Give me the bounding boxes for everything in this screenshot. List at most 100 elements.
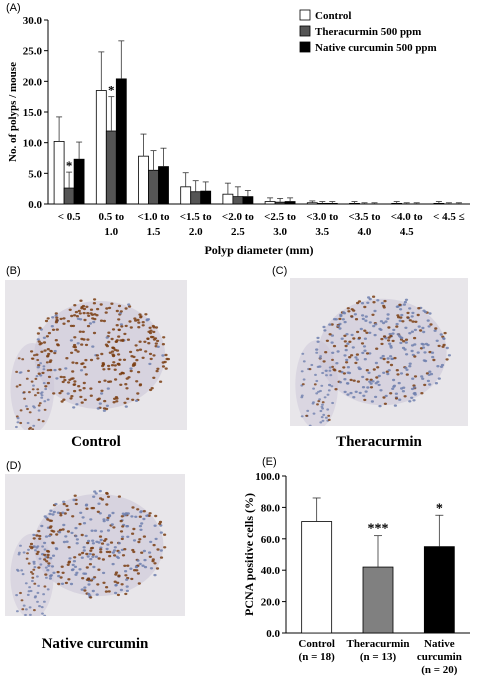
cell-nucleus xyxy=(65,504,69,508)
cell-nucleus xyxy=(31,576,35,579)
cell-nucleus xyxy=(55,377,59,380)
cell-nucleus xyxy=(29,589,33,593)
cell-nucleus xyxy=(90,529,94,532)
cell-nucleus xyxy=(48,534,52,538)
cell-nucleus xyxy=(138,524,142,528)
cell-nucleus xyxy=(363,337,367,340)
cell-nucleus xyxy=(365,352,370,355)
cell-nucleus xyxy=(363,398,367,402)
cell-nucleus xyxy=(39,563,43,566)
cell-nucleus xyxy=(46,398,50,401)
cell-nucleus xyxy=(410,396,414,399)
cell-nucleus xyxy=(113,546,117,549)
cell-nucleus xyxy=(319,389,322,393)
cell-nucleus xyxy=(398,319,402,322)
cell-nucleus xyxy=(40,391,44,394)
cell-nucleus xyxy=(389,334,393,338)
cell-nucleus xyxy=(399,372,404,375)
cell-nucleus xyxy=(36,600,39,603)
cell-nucleus xyxy=(64,581,68,585)
cell-nucleus xyxy=(328,333,332,336)
cell-nucleus xyxy=(331,365,334,368)
cell-nucleus xyxy=(80,533,84,537)
cell-nucleus xyxy=(325,416,328,419)
cell-nucleus xyxy=(142,517,146,521)
cell-nucleus xyxy=(435,339,439,342)
cell-nucleus xyxy=(87,539,91,543)
cell-nucleus xyxy=(125,525,129,528)
cell-nucleus xyxy=(439,365,444,368)
cell-nucleus xyxy=(136,508,140,511)
cell-nucleus xyxy=(161,343,165,346)
cell-nucleus xyxy=(106,529,111,532)
cell-nucleus xyxy=(54,314,58,317)
cell-nucleus xyxy=(48,512,52,516)
x-tick-label: 3.5 xyxy=(315,226,329,238)
cell-nucleus xyxy=(38,402,42,405)
cell-nucleus xyxy=(47,564,51,567)
cell-nucleus xyxy=(24,613,27,616)
cell-nucleus xyxy=(37,529,41,533)
cell-nucleus xyxy=(26,407,29,411)
cell-nucleus xyxy=(72,345,76,348)
cell-nucleus xyxy=(131,532,135,535)
cell-nucleus xyxy=(316,336,320,340)
significance-marker: * xyxy=(108,83,115,98)
cell-nucleus xyxy=(68,308,72,311)
cell-nucleus xyxy=(132,539,137,542)
cell-nucleus xyxy=(56,343,60,346)
cell-nucleus xyxy=(115,400,119,403)
cell-nucleus xyxy=(58,531,62,534)
cell-nucleus xyxy=(97,568,101,571)
legend-swatch xyxy=(299,41,311,53)
cell-nucleus xyxy=(36,366,40,369)
cell-nucleus xyxy=(71,361,75,364)
cell-nucleus xyxy=(45,335,50,338)
cell-nucleus xyxy=(101,364,105,368)
cell-nucleus xyxy=(327,414,331,417)
cell-nucleus xyxy=(408,362,412,365)
cell-nucleus xyxy=(343,390,347,394)
cell-nucleus xyxy=(319,409,323,413)
cell-nucleus xyxy=(134,565,138,569)
cell-nucleus xyxy=(331,401,334,405)
cell-nucleus xyxy=(112,401,116,404)
cell-nucleus xyxy=(75,571,79,574)
control-micrograph xyxy=(5,280,187,430)
cell-nucleus xyxy=(87,592,91,596)
cell-nucleus xyxy=(408,319,412,322)
cell-nucleus xyxy=(116,362,120,366)
tissue-region xyxy=(33,493,164,597)
cell-nucleus xyxy=(21,573,25,576)
cell-nucleus xyxy=(428,383,432,386)
cell-nucleus xyxy=(18,383,22,387)
cell-nucleus xyxy=(313,383,317,386)
cell-nucleus xyxy=(48,360,52,364)
cell-nucleus xyxy=(114,573,118,576)
bar xyxy=(73,158,85,205)
y-tick-label: 20.0 xyxy=(261,597,281,609)
cell-nucleus xyxy=(42,368,46,371)
cell-nucleus xyxy=(107,340,111,344)
cell-nucleus xyxy=(159,531,163,534)
cell-nucleus xyxy=(382,357,386,361)
cell-nucleus xyxy=(84,343,89,347)
cell-nucleus xyxy=(80,556,84,559)
cell-nucleus xyxy=(73,314,77,317)
cell-nucleus xyxy=(73,383,77,386)
cell-nucleus xyxy=(439,333,443,336)
panel-c-label: (C) xyxy=(272,265,288,277)
cell-nucleus xyxy=(141,321,145,324)
cell-nucleus xyxy=(32,545,36,548)
cell-nucleus xyxy=(96,398,100,401)
cell-nucleus xyxy=(74,534,78,538)
cell-nucleus xyxy=(74,573,78,576)
cell-nucleus xyxy=(62,317,66,320)
cell-nucleus xyxy=(364,319,368,322)
cell-nucleus xyxy=(37,584,40,587)
cell-nucleus xyxy=(18,551,21,554)
cell-nucleus xyxy=(58,368,62,371)
bar xyxy=(232,196,244,205)
cell-nucleus xyxy=(83,586,87,589)
cell-nucleus xyxy=(69,582,74,586)
